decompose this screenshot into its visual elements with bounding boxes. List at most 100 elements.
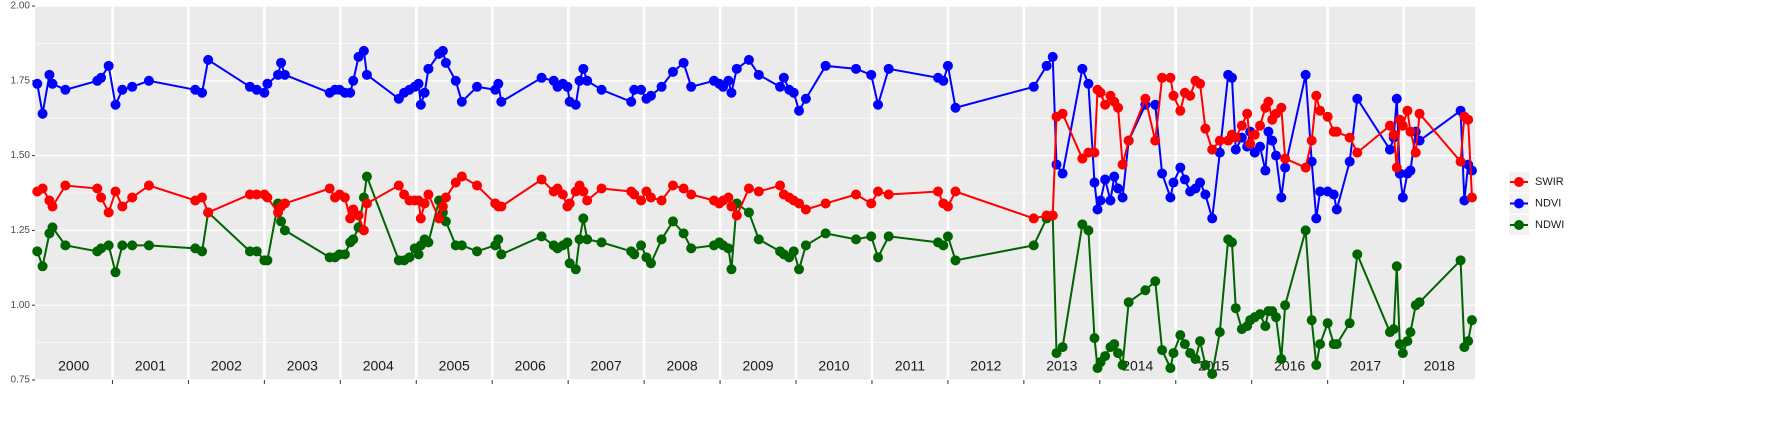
data-point [743,183,754,194]
data-point [723,75,734,86]
data-point [1306,315,1317,326]
data-point [1123,135,1134,146]
data-point [778,72,789,83]
data-point [345,87,356,98]
data-point [423,237,434,248]
data-point [582,234,593,245]
data-point [413,249,424,260]
year-label: 2010 [818,358,849,374]
data-point [1105,195,1116,206]
data-point [1095,195,1106,206]
data-point [1388,129,1399,140]
year-label: 2012 [970,358,1001,374]
data-point [645,258,656,269]
data-point [1255,120,1266,131]
data-point [866,198,877,209]
data-point [262,255,273,266]
year-label: 2005 [439,358,470,374]
data-point [536,72,547,83]
data-point [1394,339,1405,350]
data-point [1384,120,1395,131]
data-point [415,213,426,224]
data-point [1226,72,1237,83]
data-point [1214,135,1225,146]
data-point [1165,192,1176,203]
data-point [1165,363,1176,374]
data-point [1175,105,1186,116]
data-point [1100,351,1111,362]
data-point [1028,213,1039,224]
data-point [753,186,764,197]
data-point [1391,93,1402,104]
data-point [873,99,884,110]
data-point [110,186,121,197]
data-point [1047,210,1058,221]
data-point [1328,189,1339,200]
data-point [667,216,678,227]
data-point [117,240,128,251]
data-point [678,183,689,194]
data-point [437,201,448,212]
data-point [731,63,742,74]
legend-point [1514,198,1524,209]
data-point [726,87,737,98]
data-point [493,234,504,245]
data-point [1466,165,1477,176]
year-label: 2009 [742,358,773,374]
data-point [404,252,415,263]
data-point [626,96,637,107]
data-point [629,84,640,95]
data-point [127,81,138,92]
data-point [686,189,697,200]
data-point [794,264,805,275]
data-point [562,237,573,248]
data-point [1405,165,1416,176]
data-point [1414,108,1425,119]
data-point [44,69,55,80]
data-point [1397,120,1408,131]
data-point [536,231,547,242]
data-point [1028,81,1039,92]
data-point [440,192,451,203]
data-point [419,198,430,209]
data-point [1051,159,1062,170]
data-point [1414,297,1425,308]
data-point [1207,144,1218,155]
data-point [950,186,961,197]
data-point [656,81,667,92]
data-point [788,246,799,257]
data-point [1352,93,1363,104]
data-point [1041,60,1052,71]
data-point [96,192,107,203]
data-point [324,183,335,194]
data-point [726,201,737,212]
data-point [143,75,154,86]
data-point [496,249,507,260]
data-point [678,228,689,239]
data-point [1276,192,1287,203]
data-point [1089,177,1100,188]
data-point [419,87,430,98]
data-point [1344,132,1355,143]
data-point [1300,162,1311,173]
data-point [1311,360,1322,371]
data-point [578,186,589,197]
data-point [1271,150,1282,161]
year-label: 2001 [135,358,166,374]
data-point [574,75,585,86]
data-point [656,234,667,245]
data-point [1190,354,1201,365]
data-point [1280,162,1291,173]
data-point [1315,339,1326,350]
data-point [1391,162,1402,173]
data-point [345,213,356,224]
data-point [37,183,48,194]
data-point [415,99,426,110]
data-point [950,255,961,266]
data-point [47,222,58,233]
y-tick-label: 1.25 [11,225,31,236]
data-point [629,249,640,260]
data-point [938,240,949,251]
data-point [348,75,359,86]
data-point [883,189,894,200]
